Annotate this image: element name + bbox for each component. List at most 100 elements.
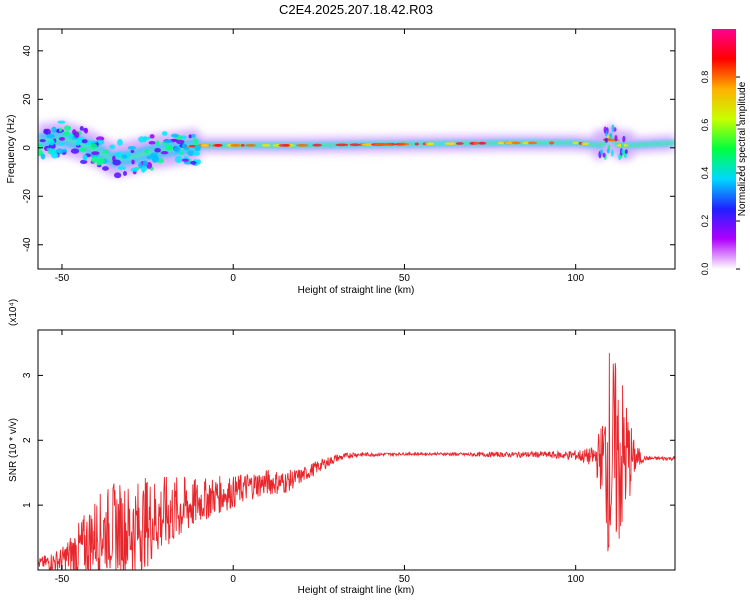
spectrogram-blob (609, 132, 613, 139)
spectrogram-hotspot (444, 142, 457, 146)
spectrogram-x-ticks: -50 0 50 100 (55, 29, 584, 284)
spectrogram-blob (59, 142, 65, 146)
spectrogram-hotspot (261, 143, 271, 147)
spectrogram-blob (187, 150, 195, 157)
spectrogram-blob (149, 134, 155, 139)
spectrogram-blob (58, 127, 63, 132)
spectrogram-blob (138, 136, 145, 143)
spectrogram-blob (48, 139, 55, 146)
spectrogram-blob (620, 143, 624, 148)
y-tick-label: -40 (22, 237, 33, 252)
spectrogram-hotspot (572, 141, 579, 145)
spectrogram-blob (614, 134, 618, 142)
spectrogram-blob (192, 151, 201, 156)
spectrogram-y-ticks: -40 -20 0 20 40 (22, 45, 675, 252)
colorbar: 0.0 0.2 0.4 0.6 0.8 Normalized spectral ampl… (700, 29, 748, 275)
spectrogram-blob (62, 131, 71, 136)
y-tick-label: 20 (22, 93, 33, 105)
spectrogram-hotspot (278, 143, 291, 147)
spectrogram-x-axis-label: Height of straight line (km) (298, 285, 415, 296)
spectrogram-blob (79, 147, 87, 153)
spectrogram-blob (91, 151, 100, 156)
spectrogram-panel: -40 -20 0 20 40 -50 0 50 100 Frequency (Hz) Hei… (6, 28, 676, 296)
spectrogram-blob (621, 149, 625, 154)
spectrogram-hotspot (349, 143, 361, 147)
spectrogram-hotspot (200, 143, 210, 147)
spectrogram-blobs (38, 120, 629, 179)
spectrogram-blob (142, 160, 149, 167)
figure-title: C2E4.2025.207.18.42.R03 (279, 2, 433, 17)
colorbar-gradient (712, 29, 736, 269)
spectrogram-blob (130, 149, 135, 153)
spectrogram-hotspot (548, 141, 555, 145)
spectrogram-blob (148, 141, 156, 145)
spectrogram-hotspot (424, 142, 433, 146)
spectrogram-blob (82, 154, 88, 160)
spectrogram-blob (117, 139, 123, 146)
spectrogram-blob (131, 159, 135, 165)
spectrogram-blob (611, 124, 615, 133)
spectrogram-hotspot (295, 143, 309, 147)
spectrogram-blob (606, 148, 610, 154)
snr-frame (37, 329, 676, 571)
spectrogram-blob (130, 167, 139, 172)
x-tick-label: 100 (567, 574, 584, 585)
spectrogram-hotspot (240, 143, 245, 147)
spectrogram-blob (127, 145, 136, 150)
spectrogram-blob (96, 161, 102, 166)
spectrogram-blob (188, 134, 193, 139)
spectrogram-blob (191, 133, 196, 139)
x-tick-label: -50 (55, 574, 70, 585)
spectrogram-blob (176, 139, 185, 145)
spectrogram-hotspot (312, 143, 323, 147)
spectrogram-blob (46, 133, 55, 139)
spectrogram-hotspot (230, 143, 241, 147)
spectrogram-blob (138, 161, 143, 169)
x-tick-label: 0 (230, 273, 236, 284)
x-tick-label: 0 (230, 574, 236, 585)
spectrogram-blob (83, 128, 87, 133)
spectrogram-blob (60, 149, 68, 153)
spectrogram-blob (51, 152, 59, 159)
spectrogram-blob (57, 120, 66, 124)
spectrogram-blob (181, 143, 187, 149)
spectrogram-hotspot (472, 141, 479, 145)
spectrogram-blob (63, 125, 72, 131)
spectrogram-hotspot (522, 141, 530, 145)
spectrogram-blob (73, 131, 80, 138)
spectrogram-blob (121, 154, 128, 159)
spectrogram-hotspot (335, 143, 349, 147)
spectrogram-hotspot (480, 141, 487, 145)
spectrogram-blob (102, 166, 109, 171)
spectrogram-blob (161, 131, 168, 136)
spectrogram-blob (610, 149, 614, 157)
y-tick-label: 3 (22, 372, 33, 378)
spectrogram-blob (91, 156, 98, 164)
spectrogram-blob (181, 158, 189, 162)
spectrogram-blob (103, 149, 109, 154)
spectrogram-blob (88, 140, 97, 144)
colorbar-ticks: 0.0 0.2 0.4 0.6 0.8 (700, 71, 740, 275)
spectrogram-blob (173, 145, 181, 153)
spectrogram-heatmap (38, 120, 675, 179)
snr-series-line (38, 352, 675, 570)
spectrogram-blob (68, 134, 74, 139)
spectrogram-hotspot (581, 142, 590, 146)
spectrogram-blob (112, 159, 122, 166)
spectrogram-blob (600, 149, 604, 155)
colorbar-tick-label: 0.6 (700, 119, 710, 132)
y-tick-label: 2 (22, 437, 33, 443)
snr-x-ticks: -50 0 50 100 (55, 330, 584, 585)
spectrogram-blob (160, 150, 169, 155)
snr-multiplier-label: (x10⁴) (8, 299, 19, 326)
spectrogram-hotspot (511, 141, 521, 145)
spectrogram-blob (79, 125, 84, 131)
spectrogram-blob (174, 156, 183, 164)
spectrogram-blob (51, 126, 57, 133)
spectrogram-hotspot (414, 142, 419, 146)
spectrogram-frame (37, 28, 676, 270)
spectrogram-hotspot (398, 142, 410, 146)
snr-x-axis-label: Height of straight line (km) (298, 585, 415, 596)
